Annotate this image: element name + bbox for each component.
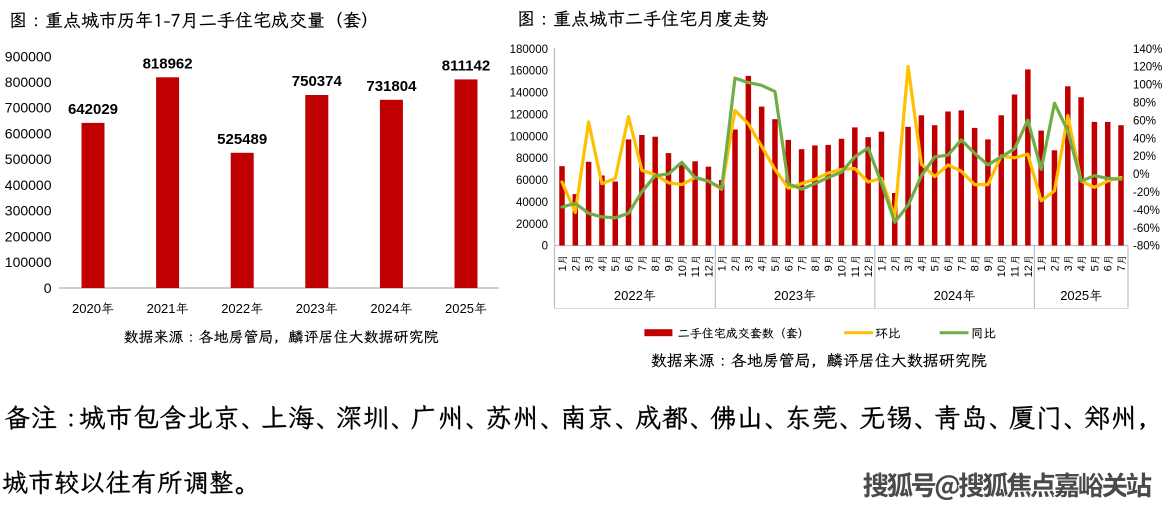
svg-text:0: 0 <box>44 280 52 296</box>
svg-text:200000: 200000 <box>5 228 52 244</box>
svg-text:10: 10 <box>837 265 849 277</box>
svg-text:80000: 80000 <box>516 153 548 165</box>
svg-text:2022: 2022 <box>614 288 643 303</box>
svg-text:2: 2 <box>570 265 582 271</box>
svg-text:811142: 811142 <box>442 57 490 74</box>
svg-text:-20%: -20% <box>1133 187 1160 199</box>
svg-text:140000: 140000 <box>510 88 548 100</box>
svg-text:11: 11 <box>850 266 862 277</box>
svg-text:5: 5 <box>930 265 942 271</box>
svg-text:12: 12 <box>703 265 715 277</box>
svg-text:1: 1 <box>717 265 729 271</box>
svg-text:3: 3 <box>1063 265 1075 271</box>
svg-text:1: 1 <box>557 265 569 271</box>
svg-text:1: 1 <box>1036 265 1048 271</box>
svg-text:140%: 140% <box>1133 44 1162 56</box>
svg-text:8: 8 <box>970 265 982 271</box>
svg-text:5: 5 <box>770 265 782 271</box>
svg-text:2023: 2023 <box>296 301 325 316</box>
svg-text:4: 4 <box>597 265 609 271</box>
svg-text:60%: 60% <box>1133 115 1156 127</box>
svg-text:2: 2 <box>890 265 902 271</box>
svg-text:9: 9 <box>663 265 675 271</box>
svg-text:180000: 180000 <box>510 44 548 56</box>
svg-text:642029: 642029 <box>68 101 118 118</box>
svg-text:100000: 100000 <box>5 254 52 270</box>
svg-text:731804: 731804 <box>366 78 417 95</box>
svg-text:160000: 160000 <box>510 66 548 78</box>
svg-text:750374: 750374 <box>292 73 343 90</box>
svg-text:3: 3 <box>584 265 596 271</box>
svg-text:7: 7 <box>1116 265 1128 271</box>
svg-text:6: 6 <box>624 265 636 271</box>
svg-text:60000: 60000 <box>516 175 548 187</box>
svg-text:2024: 2024 <box>934 288 963 303</box>
svg-text:2: 2 <box>730 265 742 271</box>
svg-text:20000: 20000 <box>516 219 548 231</box>
svg-text:2021: 2021 <box>147 301 176 316</box>
svg-text:1: 1 <box>876 265 888 271</box>
svg-text:525489: 525489 <box>217 131 267 148</box>
svg-text:5: 5 <box>1089 265 1101 271</box>
svg-text:6: 6 <box>943 265 955 271</box>
svg-text:700000: 700000 <box>5 100 52 116</box>
svg-text:0: 0 <box>542 241 548 253</box>
svg-text:3: 3 <box>743 265 755 271</box>
svg-text:-60%: -60% <box>1133 223 1160 235</box>
svg-text:2023: 2023 <box>774 288 803 303</box>
svg-text:2025: 2025 <box>1060 288 1089 303</box>
svg-text:7: 7 <box>956 265 968 271</box>
svg-text:12: 12 <box>1023 265 1035 277</box>
svg-text:-40%: -40% <box>1133 205 1160 217</box>
svg-text:8: 8 <box>650 265 662 271</box>
svg-text:0%: 0% <box>1133 169 1150 181</box>
svg-text:900000: 900000 <box>5 48 52 64</box>
svg-text:6: 6 <box>783 265 795 271</box>
svg-text:11: 11 <box>690 266 702 277</box>
svg-text:2022: 2022 <box>221 301 250 316</box>
svg-text:7: 7 <box>797 265 809 271</box>
svg-text:100000: 100000 <box>510 131 548 143</box>
svg-text:818962: 818962 <box>143 55 193 72</box>
svg-text:4: 4 <box>916 265 928 271</box>
svg-text:-80%: -80% <box>1133 241 1160 253</box>
svg-text:100%: 100% <box>1133 80 1162 92</box>
svg-text:500000: 500000 <box>5 151 52 167</box>
svg-text:2024: 2024 <box>370 301 399 316</box>
svg-text:3: 3 <box>903 265 915 271</box>
svg-text:12: 12 <box>863 265 875 277</box>
svg-text:4: 4 <box>1076 265 1088 271</box>
svg-text:6: 6 <box>1103 265 1115 271</box>
svg-text:400000: 400000 <box>5 177 52 193</box>
svg-text:40%: 40% <box>1133 133 1156 145</box>
svg-text:10: 10 <box>996 265 1008 277</box>
svg-text:10: 10 <box>677 265 689 277</box>
svg-text:120%: 120% <box>1133 62 1162 74</box>
svg-text:2: 2 <box>1049 265 1061 271</box>
svg-text:11: 11 <box>1010 266 1022 277</box>
svg-text:800000: 800000 <box>5 74 52 90</box>
svg-text:600000: 600000 <box>5 126 52 142</box>
svg-text:4: 4 <box>757 265 769 271</box>
svg-text:300000: 300000 <box>5 203 52 219</box>
svg-text:2025: 2025 <box>445 301 474 316</box>
svg-text:120000: 120000 <box>510 109 548 121</box>
svg-text:80%: 80% <box>1133 98 1156 110</box>
svg-text:7: 7 <box>637 265 649 271</box>
svg-text:9: 9 <box>823 265 835 271</box>
svg-text:8: 8 <box>810 265 822 271</box>
svg-text:40000: 40000 <box>516 197 548 209</box>
svg-text:5: 5 <box>610 265 622 271</box>
svg-text:20%: 20% <box>1133 151 1156 163</box>
svg-text:2020: 2020 <box>72 301 101 316</box>
svg-text:9: 9 <box>983 265 995 271</box>
